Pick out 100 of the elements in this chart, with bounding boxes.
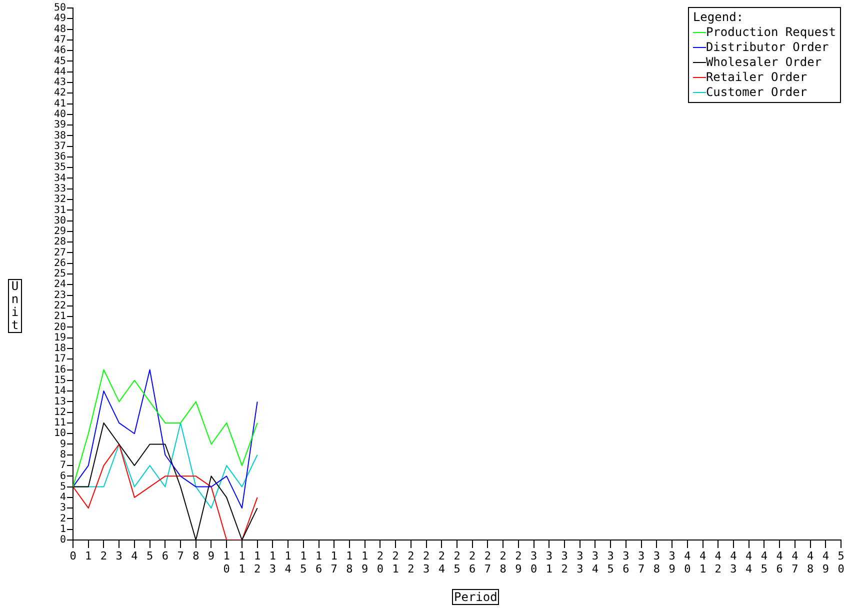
y-tick-label: 45 xyxy=(54,56,66,67)
legend-label: Production Request xyxy=(706,25,836,40)
y-tick-label: 0 xyxy=(60,534,66,546)
x-tick-label: 1 1 xyxy=(238,549,246,576)
x-tick-label: 2 2 xyxy=(408,549,414,576)
y-tick-label: 46 xyxy=(54,45,66,56)
x-tick-label: 5 xyxy=(146,549,154,562)
x-tick-label: 2 8 xyxy=(500,549,506,576)
legend-label: Wholesaler Order xyxy=(706,55,822,70)
y-tick-label: 49 xyxy=(54,13,66,24)
x-tick-label: 3 1 xyxy=(546,549,552,576)
x-tick-label: 4 0 xyxy=(684,549,692,576)
x-tick-label: 3 xyxy=(116,549,122,562)
y-tick-label: 21 xyxy=(54,311,66,322)
y-tick-label: 22 xyxy=(54,300,66,312)
x-tick-label: 4 2 xyxy=(714,549,722,576)
y-tick-label: 34 xyxy=(54,172,66,184)
y-tick-label: 39 xyxy=(54,120,66,131)
x-tick-label: 2 1 xyxy=(392,549,399,576)
y-tick-label: 44 xyxy=(54,66,66,78)
x-tick-label: 7 xyxy=(177,549,184,562)
x-tick-label: 3 2 xyxy=(561,549,568,576)
y-tick-label: 15 xyxy=(54,374,66,386)
y-tick-label: 26 xyxy=(54,258,66,269)
x-tick-label: 3 4 xyxy=(592,549,599,576)
x-tick-label: 4 9 xyxy=(822,549,830,576)
x-tick-label: 4 1 xyxy=(699,549,706,576)
x-tick-label: 4 4 xyxy=(746,549,753,576)
x-tick-label: 3 6 xyxy=(622,549,630,576)
y-tick-label: 28 xyxy=(54,236,66,248)
y-tick-label: 47 xyxy=(54,34,66,46)
x-tick-label: 1 0 xyxy=(223,549,230,576)
x-tick-label: 3 8 xyxy=(653,549,660,576)
y-tick-label: 42 xyxy=(54,88,66,99)
y-tick-label: 8 xyxy=(60,449,66,460)
x-tick-label: 2 9 xyxy=(515,549,522,576)
x-tick-label: 4 6 xyxy=(776,549,784,576)
x-tick-label: 4 3 xyxy=(730,549,738,576)
x-tick-label: 3 3 xyxy=(576,549,584,576)
y-tick-label: 50 xyxy=(54,2,66,14)
y-tick-label: 18 xyxy=(54,343,66,354)
x-tick-label: 5 0 xyxy=(838,549,844,576)
y-tick-label: 33 xyxy=(54,183,66,194)
x-tick-label: 0 xyxy=(70,549,76,562)
y-tick-label: 20 xyxy=(54,322,66,333)
x-tick-label: 4 8 xyxy=(806,549,814,576)
x-tick-label: 2 4 xyxy=(438,549,446,576)
y-tick-label: 36 xyxy=(54,152,66,163)
x-tick-label: 3 5 xyxy=(607,549,614,576)
y-tick-label: 25 xyxy=(54,268,66,280)
x-tick-label: 1 9 xyxy=(362,549,368,576)
x-tick-label: 2 6 xyxy=(469,549,476,576)
x-tick-label: 1 7 xyxy=(330,549,338,576)
x-tick-label: 1 5 xyxy=(300,549,307,576)
y-tick-label: 17 xyxy=(54,354,66,365)
legend-label: Distributor Order xyxy=(706,40,829,55)
x-tick-label: 2 0 xyxy=(376,549,384,576)
y-tick-label: 11 xyxy=(54,418,66,429)
x-tick-label: 1 8 xyxy=(346,549,353,576)
y-tick-label: 43 xyxy=(54,77,66,88)
y-tick-label: 6 xyxy=(60,470,66,482)
y-tick-label: 3 xyxy=(60,502,66,514)
x-tick-label: 3 0 xyxy=(530,549,538,576)
legend-title: Legend: xyxy=(692,10,745,25)
x-tick-label: 1 6 xyxy=(315,549,322,576)
y-axis-title: Unit xyxy=(8,279,22,333)
x-tick-label: 3 7 xyxy=(638,549,645,576)
x-tick-label: 1 xyxy=(85,549,92,562)
y-tick-label: 32 xyxy=(54,194,66,206)
y-tick-label: 10 xyxy=(54,428,66,440)
y-tick-label: 31 xyxy=(54,204,66,216)
y-tick-label: 24 xyxy=(54,279,66,290)
y-tick-label: 13 xyxy=(54,396,66,408)
x-tick-label: 1 2 xyxy=(254,549,261,576)
y-tick-label: 16 xyxy=(54,364,66,376)
y-tick-label: 12 xyxy=(54,406,66,418)
y-tick-label: 1 xyxy=(60,524,66,535)
x-tick-label: 2 5 xyxy=(454,549,460,576)
y-tick-label: 41 xyxy=(54,98,66,110)
x-tick-label: 3 9 xyxy=(668,549,676,576)
x-tick-label: 1 3 xyxy=(269,549,276,576)
legend-label: Retailer Order xyxy=(706,70,808,85)
y-tick-label: 40 xyxy=(54,108,66,120)
y-tick-label: 29 xyxy=(54,226,66,238)
x-tick-label: 4 5 xyxy=(760,549,768,576)
x-tick-label: 9 xyxy=(208,549,215,562)
y-tick-label: 19 xyxy=(54,332,66,344)
y-tick-label: 9 xyxy=(60,438,66,450)
y-tick-label: 2 xyxy=(60,513,66,524)
y-tick-label: 4 xyxy=(60,492,66,504)
x-tick-label: 8 xyxy=(192,549,200,562)
y-tick-label: 48 xyxy=(54,24,66,35)
x-tick-label: 6 xyxy=(162,549,168,562)
y-tick-label: 27 xyxy=(54,247,66,258)
y-tick-label: 37 xyxy=(54,140,66,152)
x-tick-label: 2 3 xyxy=(422,549,430,576)
y-tick-label: 38 xyxy=(54,130,66,142)
x-axis-title: Period xyxy=(452,589,500,605)
y-tick-label: 30 xyxy=(54,215,66,226)
x-tick-label: 2 7 xyxy=(484,549,492,576)
